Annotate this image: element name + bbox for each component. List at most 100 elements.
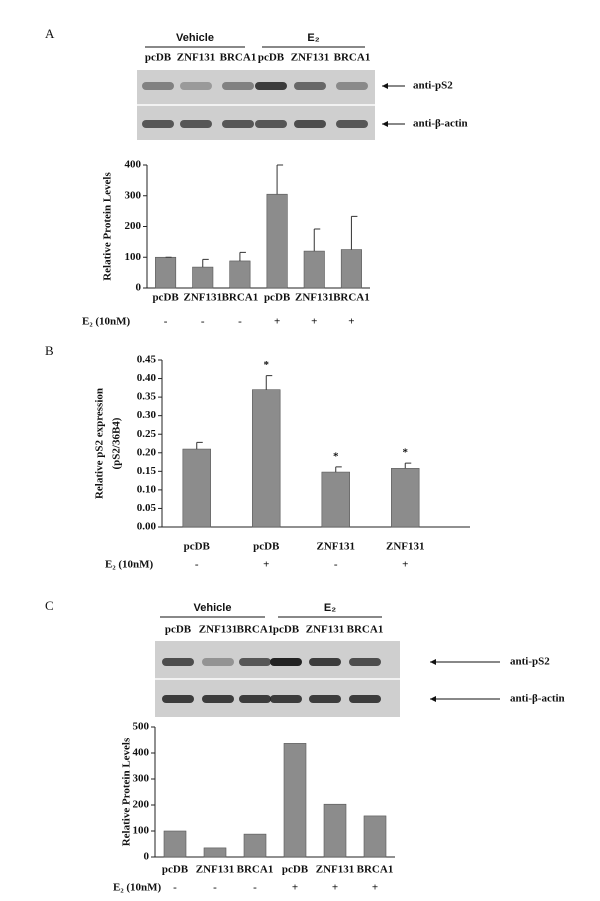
- x-tick-label: ZNF131: [316, 864, 355, 876]
- x-tick-label: pcDB: [162, 864, 189, 876]
- panel-label: B: [45, 343, 54, 358]
- lane-label: pcDB: [258, 52, 285, 64]
- y-tick-label: 400: [125, 159, 142, 171]
- group-label: E₂: [324, 602, 336, 614]
- x-tick-label: pcDB: [282, 864, 309, 876]
- arrow-head: [382, 83, 388, 89]
- y-tick-label: 0.20: [137, 446, 157, 458]
- lane-label: BRCA1: [347, 624, 384, 636]
- x-tick-label: pcDB: [253, 541, 280, 553]
- x-tick-label: pcDB: [152, 292, 179, 304]
- blot-band: [294, 120, 326, 128]
- treatment-label: E₂ (10nM): [113, 882, 162, 894]
- error-bar: [335, 466, 342, 473]
- x-tick-label: ZNF131: [184, 292, 223, 304]
- bar: [283, 743, 307, 858]
- blot-band: [270, 658, 302, 666]
- y-tick-label: 0.10: [137, 483, 157, 495]
- bar: [182, 448, 211, 528]
- lane-label: ZNF131: [291, 52, 330, 64]
- y-tick-label: 0: [136, 282, 142, 294]
- x-tick-label: ZNF131: [196, 864, 235, 876]
- lane-label: ZNF131: [199, 624, 238, 636]
- panel-label: C: [45, 598, 54, 613]
- bar: [321, 471, 350, 528]
- x-tick-label: ZNF131: [317, 541, 356, 553]
- arrow-head: [430, 659, 436, 665]
- treatment-label: E₂ (10nM): [105, 559, 154, 571]
- y-tick-label: 0.40: [137, 372, 157, 384]
- error-bar: [350, 215, 358, 250]
- arrow-head: [382, 121, 388, 127]
- y-axis-label: Relative Protein Levels: [102, 172, 114, 281]
- bar: [391, 468, 420, 528]
- y-axis-label: Relative Protein Levels: [121, 737, 133, 846]
- blot-band: [294, 82, 326, 90]
- bar: [192, 266, 214, 289]
- blot-band: [180, 82, 212, 90]
- y-tick-label: 0.15: [137, 465, 157, 477]
- bar: [340, 249, 362, 289]
- significance-mark: *: [403, 447, 409, 459]
- row-label: anti-pS2: [413, 80, 453, 92]
- y-tick-label: 100: [133, 825, 150, 837]
- error-bar: [265, 375, 273, 390]
- y-tick-label: 200: [125, 220, 142, 232]
- y-tick-label: 300: [133, 773, 150, 785]
- blot-band: [142, 82, 174, 90]
- treatment-value: +: [263, 559, 269, 571]
- y-tick-label: 0.30: [137, 409, 157, 421]
- treatment-value: -: [164, 316, 168, 328]
- y-tick-label: 100: [125, 251, 142, 263]
- treatment-label: E₂ (10nM): [82, 316, 131, 328]
- blot-band: [180, 120, 212, 128]
- x-tick-label: ZNF131: [386, 541, 425, 553]
- x-tick-label: BRCA1: [237, 864, 274, 876]
- lane-label: BRCA1: [220, 52, 257, 64]
- treatment-value: +: [372, 882, 378, 894]
- blot-band: [336, 82, 368, 90]
- treatment-value: -: [173, 882, 177, 894]
- x-tick-label: BRCA1: [222, 292, 259, 304]
- group-label: Vehicle: [194, 602, 232, 614]
- significance-mark: *: [264, 359, 270, 371]
- arrow-head: [430, 696, 436, 702]
- y-tick-label: 0.25: [137, 428, 157, 440]
- bar: [163, 830, 187, 858]
- error-bar: [404, 462, 412, 469]
- blot-band: [239, 695, 271, 703]
- blot-band: [222, 82, 254, 90]
- blot-band: [255, 82, 287, 90]
- treatment-value: -: [201, 316, 205, 328]
- treatment-value: -: [253, 882, 257, 894]
- y-tick-label: 0.35: [137, 391, 157, 403]
- bar: [266, 193, 288, 289]
- bar: [303, 250, 325, 289]
- blot-band: [349, 658, 381, 666]
- x-tick-label: ZNF131: [295, 292, 334, 304]
- y-tick-label: 500: [133, 721, 150, 733]
- blot-band: [255, 120, 287, 128]
- y-tick-label: 400: [133, 747, 150, 759]
- lane-label: ZNF131: [306, 624, 345, 636]
- row-label: anti-β-actin: [510, 693, 565, 705]
- x-tick-label: pcDB: [184, 541, 211, 553]
- treatment-value: -: [238, 316, 242, 328]
- blot-band: [336, 120, 368, 128]
- treatment-value: +: [311, 316, 317, 328]
- lane-label: pcDB: [145, 52, 172, 64]
- y-tick-label: 300: [125, 189, 142, 201]
- blot-band: [309, 658, 341, 666]
- blot-band: [309, 695, 341, 703]
- lane-label: pcDB: [165, 624, 192, 636]
- lane-label: pcDB: [273, 624, 300, 636]
- bar: [243, 833, 267, 858]
- lane-label: ZNF131: [177, 52, 216, 64]
- treatment-value: -: [213, 882, 217, 894]
- x-tick-label: pcDB: [264, 292, 291, 304]
- treatment-value: -: [195, 559, 199, 571]
- error-bar: [239, 251, 246, 261]
- treatment-value: +: [274, 316, 280, 328]
- blot-band: [349, 695, 381, 703]
